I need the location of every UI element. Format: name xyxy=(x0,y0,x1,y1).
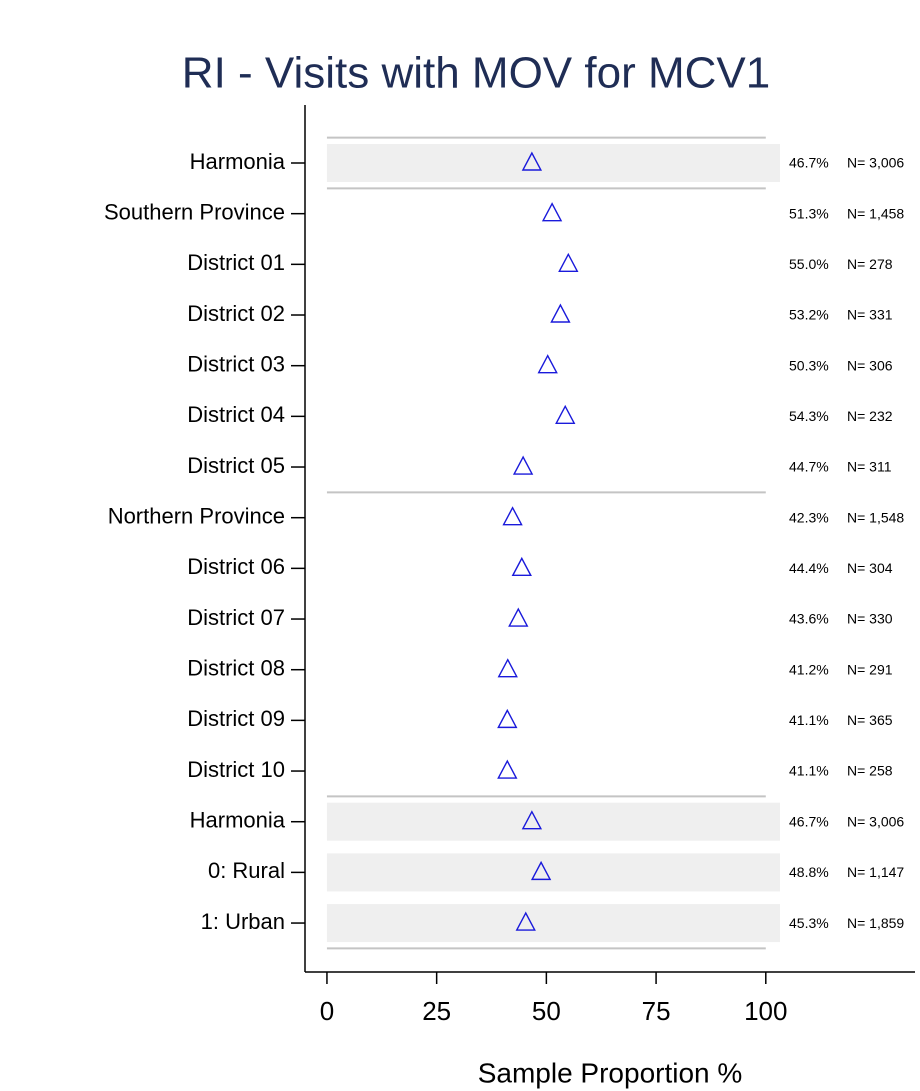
n-label: N= 1,859 xyxy=(847,915,904,931)
y-tick-label: District 05 xyxy=(187,453,285,478)
marker xyxy=(502,506,523,526)
y-tick-label: 1: Urban xyxy=(201,909,285,934)
marker xyxy=(558,252,579,273)
marker xyxy=(511,556,532,577)
row-band xyxy=(326,853,780,892)
n-label: N= 232 xyxy=(847,408,893,424)
n-label: N= 1,458 xyxy=(847,205,904,221)
n-label: N= 311 xyxy=(847,459,892,475)
n-label: N= 291 xyxy=(847,661,893,677)
value-label: 42.3% xyxy=(789,509,829,525)
value-label: 41.1% xyxy=(789,763,829,779)
row-band xyxy=(326,904,780,943)
marker xyxy=(512,455,534,475)
value-label: 41.2% xyxy=(789,661,829,677)
x-tick-label: 50 xyxy=(532,996,561,1026)
y-tick-label: Harmonia xyxy=(190,149,286,174)
marker xyxy=(497,658,518,678)
x-tick-label: 100 xyxy=(744,996,787,1026)
marker xyxy=(497,708,518,729)
y-tick-label: Harmonia xyxy=(190,808,286,833)
marker xyxy=(521,151,543,171)
n-label: N= 3,006 xyxy=(847,155,904,171)
marker xyxy=(537,354,558,374)
x-tick-label: 75 xyxy=(642,996,671,1026)
y-tick-label: District 01 xyxy=(187,250,285,275)
n-label: N= 3,006 xyxy=(847,813,904,829)
value-label: 54.3% xyxy=(789,408,829,424)
value-label: 50.3% xyxy=(789,357,829,373)
value-label: 41.1% xyxy=(789,712,829,728)
n-label: N= 258 xyxy=(847,763,893,779)
row-band xyxy=(326,802,780,841)
x-tick-label: 0 xyxy=(320,996,334,1026)
y-tick-label: District 03 xyxy=(187,351,285,376)
chart-title: RI - Visits with MOV for MCV1 xyxy=(182,49,770,98)
marker xyxy=(515,911,536,931)
row-band xyxy=(326,144,780,182)
n-label: N= 278 xyxy=(847,256,893,272)
value-label: 45.3% xyxy=(789,915,829,931)
y-tick-label: District 09 xyxy=(187,706,285,731)
y-tick-label: Southern Province xyxy=(104,199,285,224)
value-label: 55.0% xyxy=(789,256,829,272)
y-tick-label: District 04 xyxy=(187,402,285,427)
n-label: N= 331 xyxy=(847,307,893,323)
n-label: N= 1,548 xyxy=(847,509,904,525)
marker xyxy=(508,607,529,627)
y-tick-label: District 06 xyxy=(187,554,285,579)
n-label: N= 330 xyxy=(847,611,893,627)
n-label: N= 365 xyxy=(847,712,893,728)
marker xyxy=(555,404,576,425)
value-label: 46.7% xyxy=(789,813,829,829)
y-tick-label: District 10 xyxy=(187,757,285,782)
y-tick-label: 0: Rural xyxy=(208,858,285,883)
value-label: 44.7% xyxy=(789,459,829,475)
marker xyxy=(541,202,563,222)
n-label: N= 306 xyxy=(847,357,893,373)
marker xyxy=(497,759,518,779)
value-label: 53.2% xyxy=(789,307,829,323)
marker xyxy=(521,810,543,830)
n-label: N= 304 xyxy=(847,560,893,576)
value-label: 46.7% xyxy=(789,155,829,171)
marker xyxy=(550,303,571,323)
y-tick-label: Northern Province xyxy=(108,504,285,529)
x-axis-label: Sample Proportion % xyxy=(478,1057,743,1088)
value-label: 43.6% xyxy=(789,611,829,627)
y-tick-label: District 02 xyxy=(187,301,285,326)
value-label: 44.4% xyxy=(789,560,829,576)
y-tick-label: District 08 xyxy=(187,656,285,681)
value-label: 48.8% xyxy=(789,864,829,880)
x-tick-label: 25 xyxy=(422,996,451,1026)
marker xyxy=(530,860,552,881)
value-label: 51.3% xyxy=(789,205,829,221)
y-tick-label: District 07 xyxy=(187,605,285,630)
n-label: N= 1,147 xyxy=(847,864,904,880)
